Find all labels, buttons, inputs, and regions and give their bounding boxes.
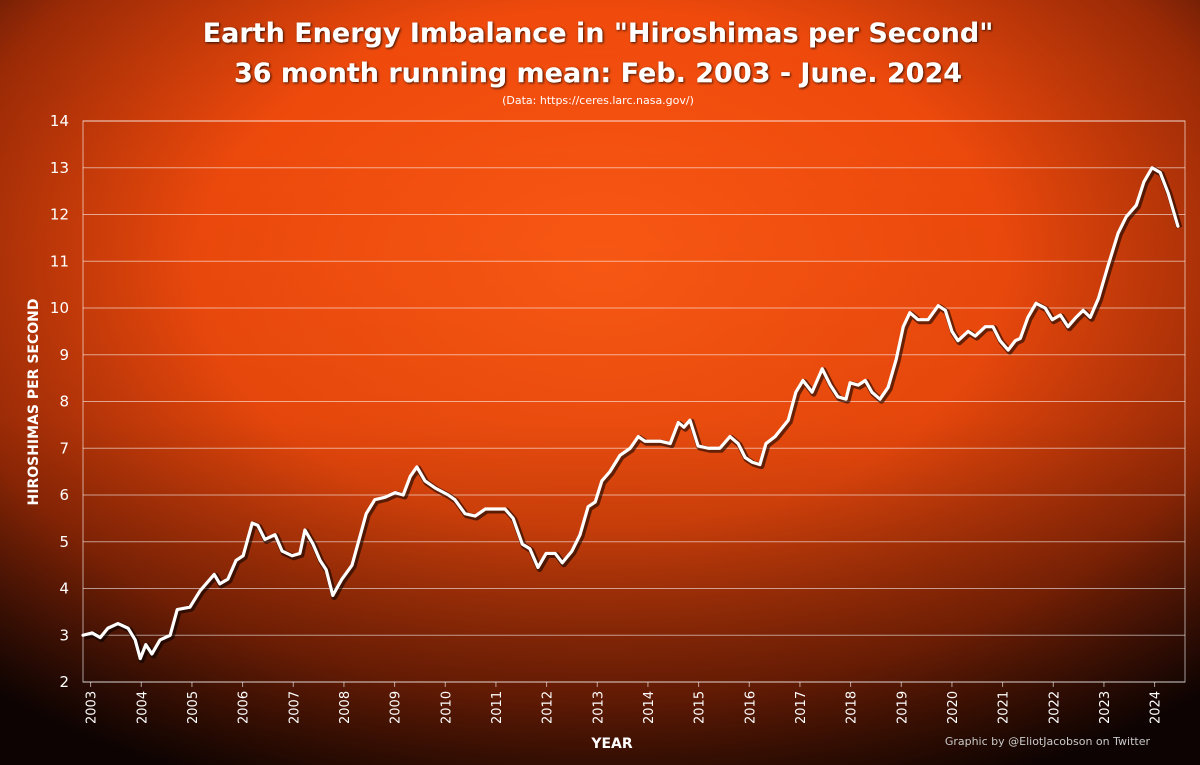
y-tick-label: 8: [59, 393, 69, 411]
x-tick-label: 2008: [338, 691, 353, 724]
x-tick-label: 2007: [287, 691, 302, 724]
series-line: [81, 166, 1180, 661]
y-tick-label: 4: [59, 580, 69, 598]
chart-subtitle: 36 month running mean: Feb. 2003 - June.…: [234, 58, 962, 89]
x-tick-label: 2009: [389, 691, 404, 724]
y-tick-label: 9: [59, 346, 69, 364]
y-tick-label: 14: [50, 112, 69, 130]
x-tick-label: 2004: [135, 691, 150, 724]
source-note: (Data: https://ceres.larc.nasa.gov/): [502, 94, 694, 107]
x-tick-label: 2003: [85, 691, 100, 724]
x-tick-label: 2018: [845, 691, 860, 724]
x-tick-label: 2013: [591, 691, 606, 724]
x-tick-label: 2021: [997, 691, 1012, 724]
grid: [82, 120, 1186, 687]
x-tick-label: 2016: [743, 691, 758, 724]
y-tick-label: 10: [50, 299, 69, 317]
y-tick-label: 12: [50, 206, 69, 224]
x-tick-label: 2005: [186, 691, 201, 724]
x-tick-label: 2014: [642, 691, 657, 724]
x-tick-label: 2006: [237, 691, 252, 724]
y-axis-label: HIROSHIMAS PER SECOND: [26, 299, 42, 506]
credit: Graphic by @EliotJacobson on Twitter: [945, 735, 1151, 748]
x-tick-label: 2022: [1047, 691, 1062, 724]
x-tick-label: 2024: [1149, 691, 1164, 724]
x-tick-label: 2012: [541, 691, 556, 724]
y-tick-label: 3: [59, 626, 69, 644]
y-tick-label: 11: [50, 252, 69, 270]
y-tick-label: 7: [59, 439, 69, 457]
y-tick-label: 5: [59, 533, 69, 551]
y-tick-label: 13: [50, 159, 69, 177]
x-tick-label: 2011: [490, 691, 505, 724]
x-tick-label: 2010: [439, 691, 454, 724]
x-tick-label: 2023: [1098, 691, 1113, 724]
x-tick-label: 2019: [895, 691, 910, 724]
y-tick-label: 2: [59, 673, 69, 691]
chart-title: Earth Energy Imbalance in "Hiroshimas pe…: [203, 18, 994, 49]
x-tick-label: 2020: [946, 691, 961, 724]
x-tick-label: 2015: [693, 691, 708, 724]
x-axis-label: YEAR: [590, 736, 633, 752]
y-tick-label: 6: [59, 486, 69, 504]
x-tick-label: 2017: [794, 691, 809, 724]
